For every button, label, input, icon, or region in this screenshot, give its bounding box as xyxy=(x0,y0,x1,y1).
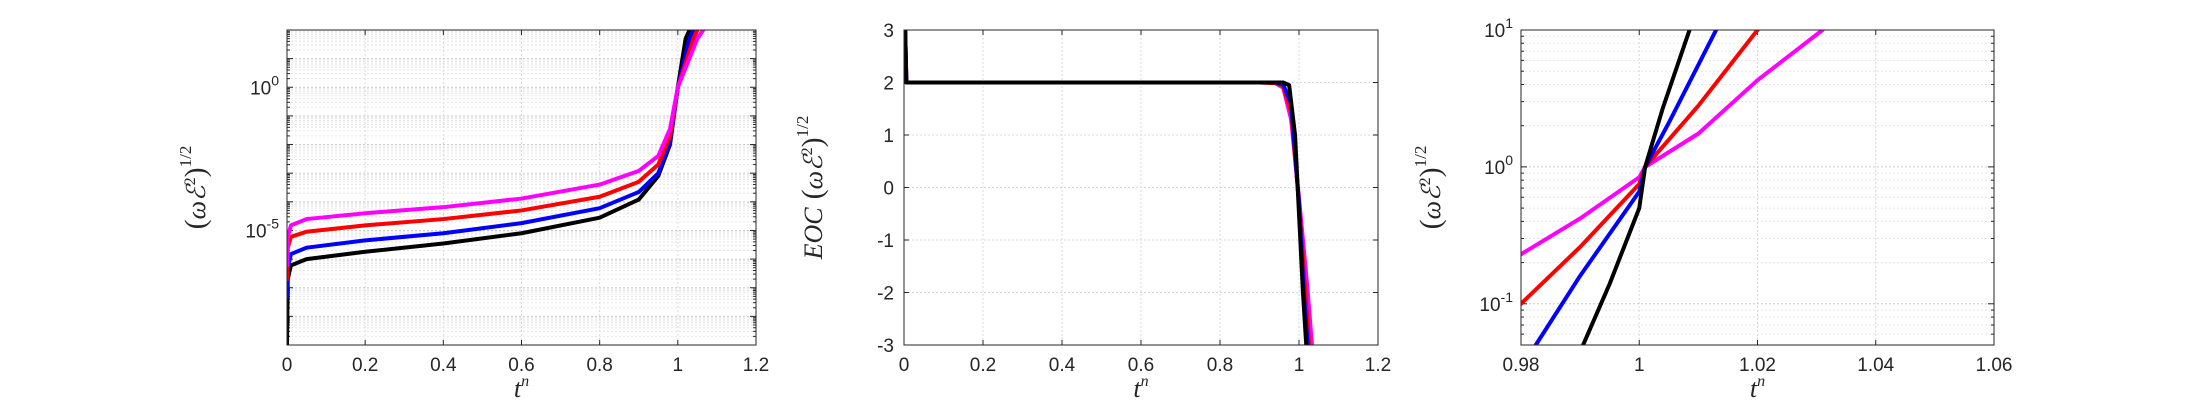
x-tick-label: 0.6 xyxy=(1128,355,1154,376)
y-axis-label: EOC (ωℰ2)1/2 xyxy=(793,116,829,261)
y-tick-label-exp: -5 xyxy=(267,215,280,231)
y-axis-label-part: ) xyxy=(1414,167,1447,177)
x-tick-label: 0 xyxy=(899,355,910,376)
y-tick-label-base: 10 xyxy=(1484,21,1505,42)
x-axis-label-base: t xyxy=(1133,374,1141,403)
y-tick-label: 1 xyxy=(883,126,894,147)
y-axis-label-part: ) xyxy=(179,167,212,177)
x-tick-label: 1.04 xyxy=(1857,355,1894,376)
x-axis-label: tn xyxy=(1133,373,1148,403)
y-axis-label-part: ω xyxy=(182,201,211,219)
x-axis-label-exp: n xyxy=(521,373,529,390)
grid xyxy=(1521,30,1994,345)
x-tick-label: 1 xyxy=(1634,355,1645,376)
y-axis-label: (ωℰ2)1/2 xyxy=(176,146,212,230)
y-axis-label: (ωℰ2)1/2 xyxy=(1411,146,1447,230)
y-tick-label: 10-5 xyxy=(245,215,279,242)
y-tick-label: -3 xyxy=(877,336,894,357)
y-axis-label-part: EOC xyxy=(799,207,828,261)
axes-box xyxy=(286,29,757,346)
y-axis-label-part: ℰ xyxy=(1417,183,1447,201)
y-axis-label-part: 1/2 xyxy=(176,146,195,168)
y-tick-label-base: 10 xyxy=(1479,295,1500,316)
x-tick-label: 1.2 xyxy=(1365,355,1391,376)
y-axis-label-part: 1/2 xyxy=(793,116,812,138)
x-tick-label: 0.8 xyxy=(1207,355,1233,376)
y-tick-label: 0 xyxy=(883,179,894,200)
y-axis-label-part: ω xyxy=(1417,201,1446,219)
y-tick-label-exp: -1 xyxy=(1501,289,1514,305)
axes-box xyxy=(1520,29,1995,346)
series-group xyxy=(904,30,1314,345)
x-tick-label: 1.2 xyxy=(743,355,769,376)
series-line-4 xyxy=(1581,30,1692,345)
y-axis-label-part: ω xyxy=(799,171,828,189)
series-group xyxy=(1521,30,1825,345)
y-axis-label-part: 1/2 xyxy=(1411,146,1430,168)
axes-box xyxy=(903,29,1379,346)
series-line-4 xyxy=(287,30,706,268)
y-axis-label-part: ( xyxy=(1414,219,1447,229)
y-axis-label-part: 2 xyxy=(182,177,199,185)
x-axis-label-exp: n xyxy=(1141,373,1149,390)
y-tick-label: 2 xyxy=(883,74,894,95)
x-tick-label: 1.02 xyxy=(1739,355,1776,376)
x-tick-label: 1.06 xyxy=(1976,355,2013,376)
y-tick-label: 10-1 xyxy=(1479,289,1513,316)
x-tick-label: 0.6 xyxy=(508,355,534,376)
x-tick-label: 0.4 xyxy=(1049,355,1076,376)
y-axis-label-part: ( xyxy=(179,219,212,229)
y-tick-label-exp: 0 xyxy=(271,72,279,88)
x-axis-label-base: t xyxy=(1750,374,1758,403)
y-axis-label-part: ( xyxy=(796,189,829,199)
y-axis-label-part: 2 xyxy=(799,147,816,155)
y-tick-label: 100 xyxy=(250,72,279,99)
y-tick-label-base: 10 xyxy=(1484,158,1505,179)
y-tick-label: -2 xyxy=(877,284,894,305)
y-axis-label-part: ℰ xyxy=(182,183,212,201)
y-axis-label-part: ℰ xyxy=(799,153,829,171)
y-tick-label-exp: 0 xyxy=(1505,152,1513,168)
y-tick-label: 3 xyxy=(883,21,894,42)
x-tick-label: 0.98 xyxy=(1503,355,1540,376)
y-tick-label: 101 xyxy=(1484,15,1513,42)
x-tick-label: 0.8 xyxy=(586,355,612,376)
y-axis-label-part: 2 xyxy=(1417,177,1434,185)
y-tick-label-base: 10 xyxy=(245,221,266,242)
x-axis-label: tn xyxy=(1750,373,1765,403)
y-tick-label: 100 xyxy=(1484,152,1513,179)
x-axis-label: tn xyxy=(514,373,529,403)
x-axis-label-exp: n xyxy=(1757,373,1765,390)
x-tick-label: 0.2 xyxy=(352,355,378,376)
x-tick-label: 0.2 xyxy=(970,355,996,376)
y-tick-label-exp: 1 xyxy=(1505,15,1513,31)
y-tick-label: -1 xyxy=(877,231,894,252)
x-tick-label: 1 xyxy=(1294,355,1305,376)
x-axis-label-base: t xyxy=(514,374,522,403)
y-tick-label-base: 10 xyxy=(250,78,271,99)
x-tick-label: 0 xyxy=(282,355,293,376)
y-axis-label-part: ) xyxy=(796,137,829,147)
x-tick-label: 1 xyxy=(673,355,684,376)
series-group xyxy=(287,30,706,345)
series-line-4 xyxy=(904,30,1309,345)
x-tick-label: 0.4 xyxy=(430,355,457,376)
